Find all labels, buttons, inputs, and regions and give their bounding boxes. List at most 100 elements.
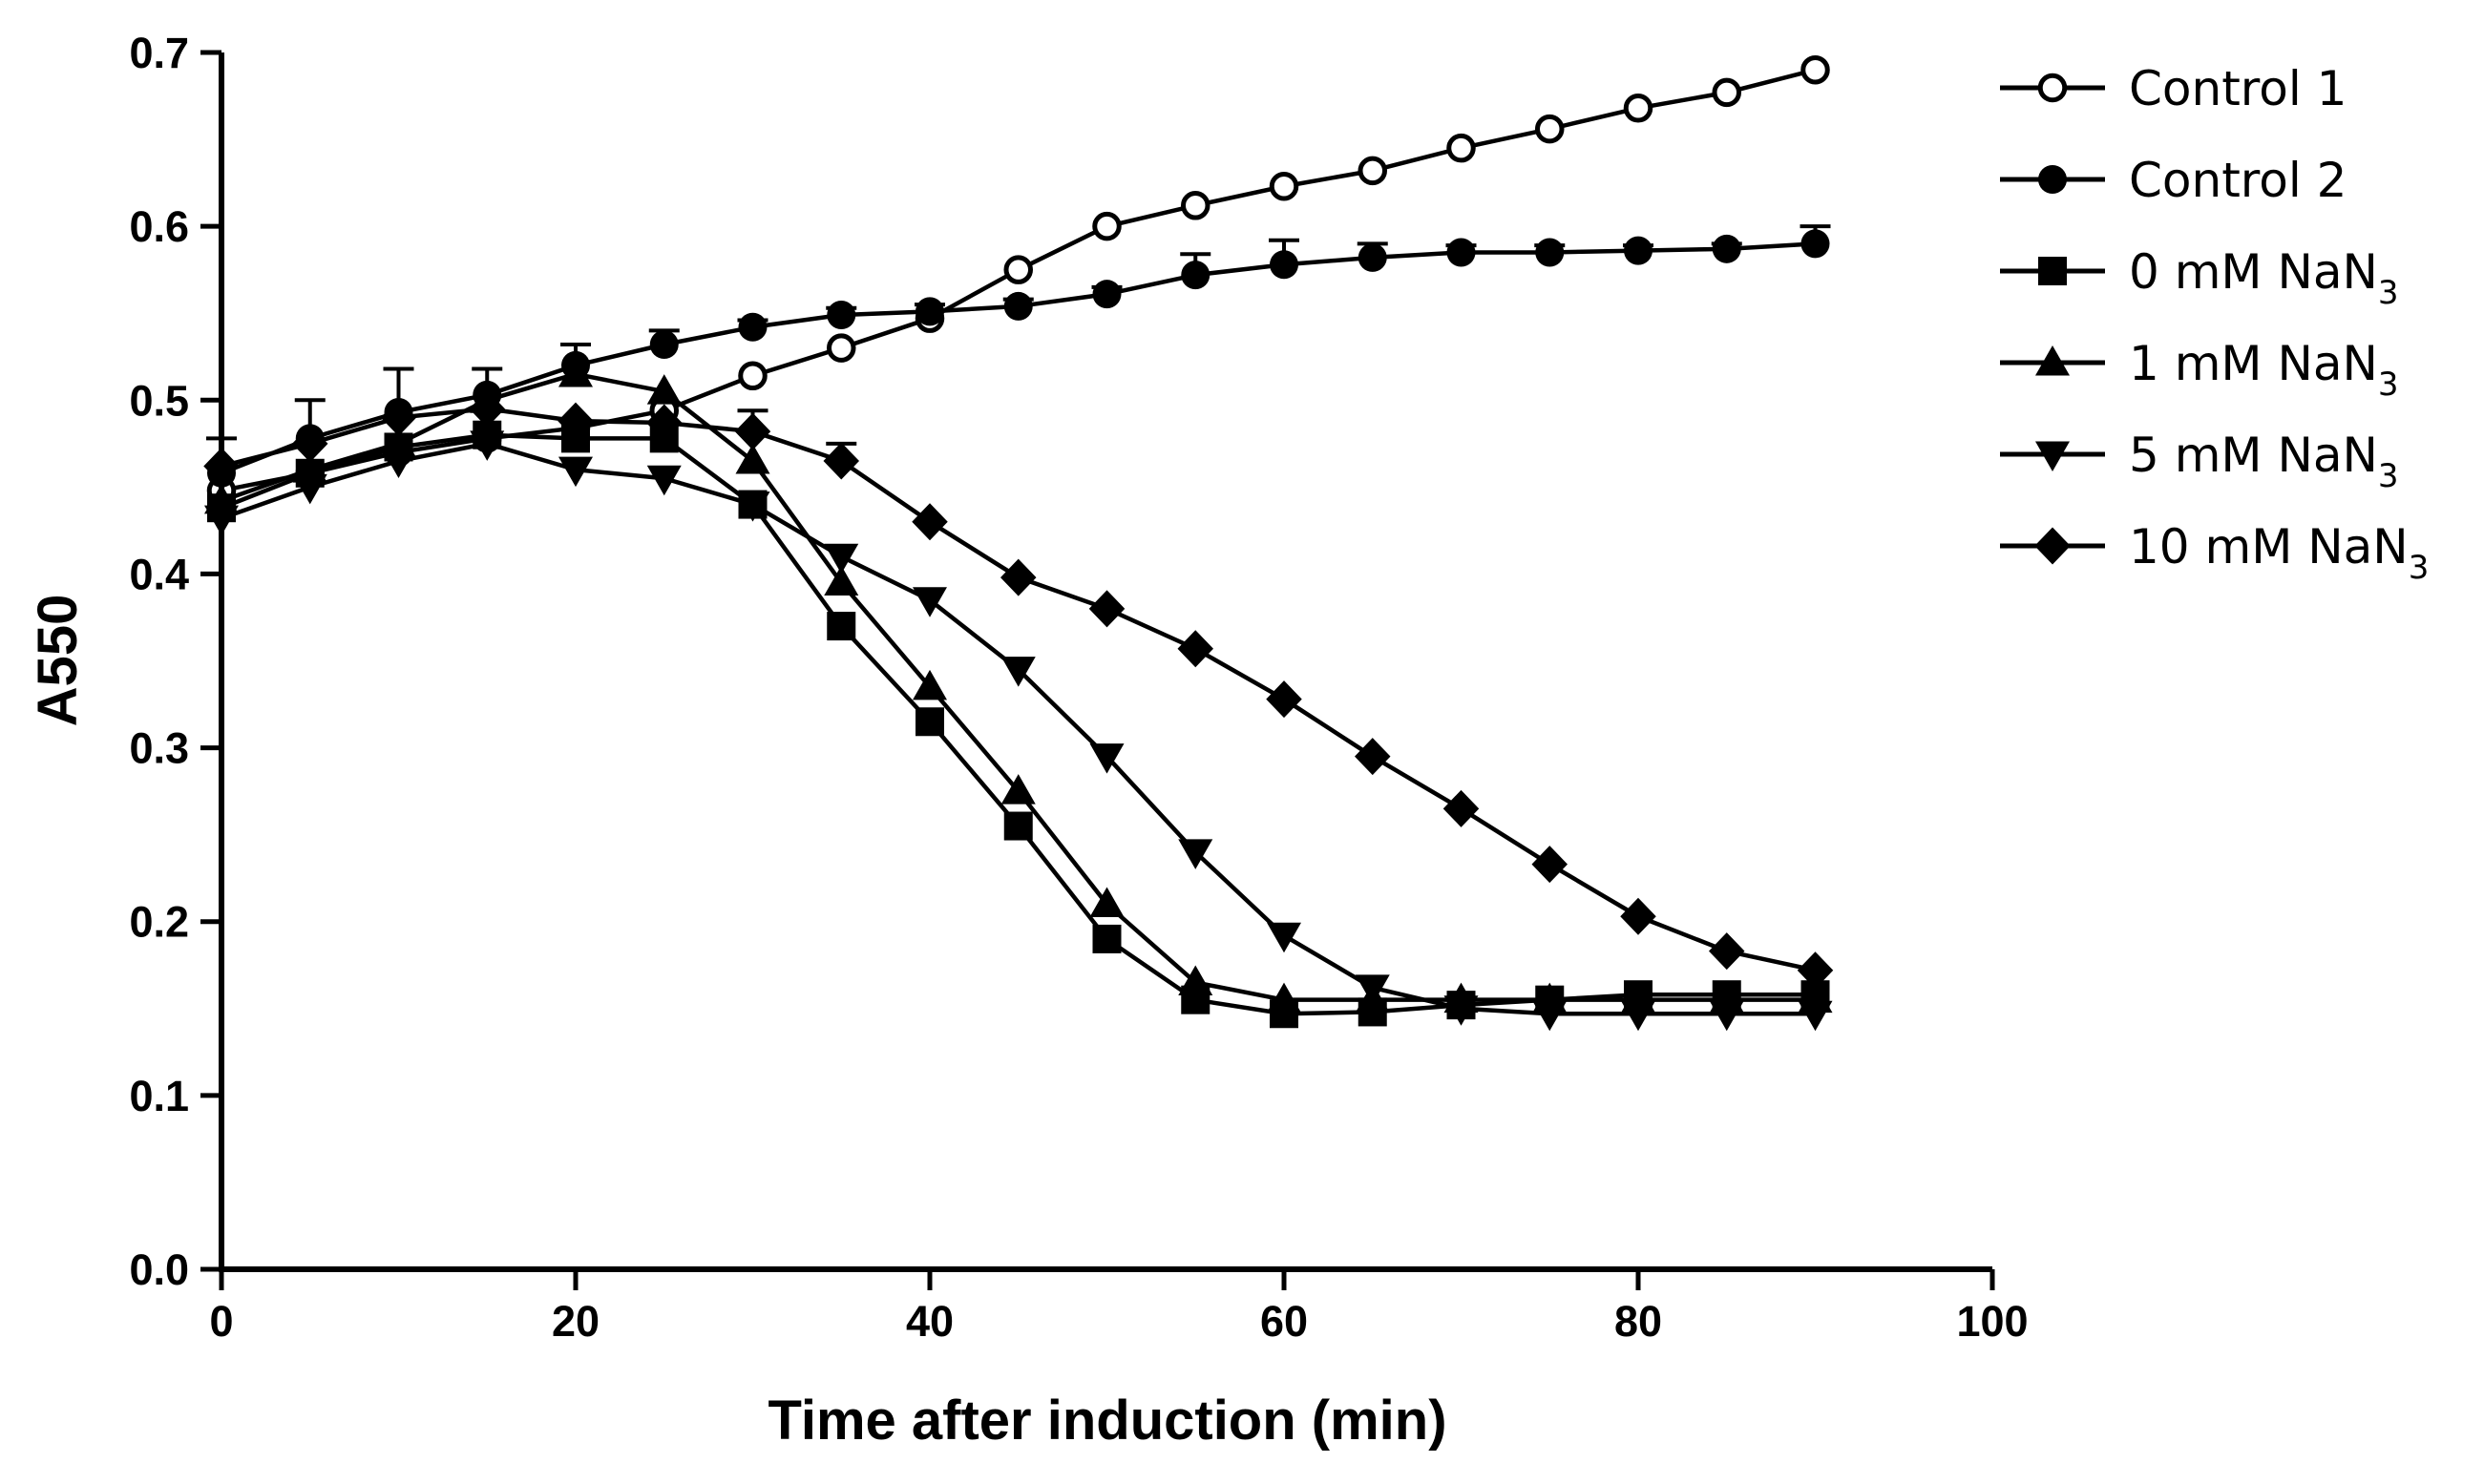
x-axis: 0 20 40 60 80 100 bbox=[209, 1266, 2029, 1346]
data-point bbox=[1003, 255, 1033, 284]
data-point bbox=[824, 543, 859, 575]
data-point bbox=[1709, 932, 1745, 971]
data-point bbox=[558, 402, 594, 440]
legend-marker bbox=[2034, 527, 2071, 565]
x-tick-label: 60 bbox=[1260, 1297, 1308, 1346]
legend-marker bbox=[2035, 441, 2070, 471]
data-point bbox=[827, 333, 856, 363]
data-point bbox=[381, 448, 416, 479]
data-point bbox=[1177, 630, 1213, 668]
legend-label-subscript: 3 bbox=[2378, 366, 2399, 404]
data-point bbox=[1000, 774, 1036, 805]
data-point bbox=[1358, 156, 1387, 186]
data-point bbox=[1000, 558, 1037, 596]
data-point bbox=[735, 444, 770, 474]
legend-label-text: Control 1 bbox=[2129, 61, 2347, 116]
legend-label: 1 mM NaN3 bbox=[2129, 336, 2399, 404]
data-point bbox=[913, 669, 947, 700]
legend-label: Control 2 bbox=[2129, 153, 2347, 208]
legend-item: Control 2 bbox=[2000, 153, 2347, 208]
data-point bbox=[1181, 261, 1210, 290]
legend-marker bbox=[2038, 257, 2067, 285]
data-point bbox=[823, 442, 859, 480]
data-point bbox=[1000, 657, 1036, 687]
legend-item: 1 mM NaN3 bbox=[2000, 336, 2399, 404]
x-tick-label: 80 bbox=[1614, 1297, 1662, 1346]
legend-label-text: 10 mM NaN bbox=[2129, 519, 2409, 575]
data-point bbox=[1446, 238, 1476, 267]
data-point bbox=[1092, 280, 1122, 309]
legend-label: Control 1 bbox=[2129, 61, 2347, 116]
data-point bbox=[1621, 1000, 1655, 1032]
data-point bbox=[1092, 924, 1122, 953]
data-point bbox=[1089, 743, 1125, 774]
data-point bbox=[1355, 738, 1391, 776]
data-point bbox=[558, 456, 593, 488]
data-point bbox=[734, 412, 771, 450]
y-tick-label: 0.0 bbox=[129, 1245, 189, 1294]
data-point bbox=[1797, 951, 1834, 990]
data-point bbox=[649, 330, 679, 359]
data-point bbox=[1269, 172, 1299, 201]
data-point bbox=[827, 612, 856, 641]
legend-label-text: 5 mM NaN bbox=[2129, 428, 2378, 483]
legend-label: 10 mM NaN3 bbox=[2129, 519, 2429, 587]
legend-label: 5 mM NaN3 bbox=[2129, 428, 2399, 495]
data-point bbox=[1446, 133, 1476, 163]
y-tick-label: 0.6 bbox=[129, 202, 189, 251]
legend-item: 10 mM NaN3 bbox=[2000, 519, 2429, 587]
data-point bbox=[1623, 94, 1653, 123]
data-point bbox=[469, 389, 505, 428]
data-point bbox=[824, 565, 859, 596]
series-line bbox=[221, 371, 1816, 1002]
data-point bbox=[558, 356, 593, 387]
data-point bbox=[646, 465, 682, 496]
data-point bbox=[1531, 846, 1568, 884]
x-tick-label: 40 bbox=[906, 1297, 954, 1346]
data-point bbox=[1798, 1000, 1833, 1032]
data-point bbox=[1266, 680, 1302, 719]
data-point bbox=[380, 399, 417, 436]
data-point bbox=[1092, 211, 1122, 241]
data-point bbox=[470, 430, 505, 461]
x-tick-label: 20 bbox=[552, 1297, 600, 1346]
series-2 bbox=[207, 420, 1830, 1029]
data-point bbox=[1624, 236, 1652, 265]
series-line bbox=[221, 407, 1816, 972]
data-point bbox=[738, 361, 768, 391]
data-point bbox=[1712, 77, 1741, 108]
data-point bbox=[1270, 250, 1298, 280]
legend-label-subscript: 3 bbox=[2409, 549, 2430, 587]
series-line bbox=[221, 441, 1816, 1016]
y-tick-label: 0.5 bbox=[129, 376, 189, 425]
data-point bbox=[735, 491, 770, 522]
data-point bbox=[1267, 922, 1301, 953]
data-point bbox=[1178, 839, 1213, 869]
data-point bbox=[1800, 229, 1830, 259]
data-point bbox=[1181, 191, 1210, 220]
series-4 bbox=[204, 430, 1833, 1032]
data-point bbox=[1800, 54, 1830, 85]
series-1 bbox=[206, 224, 1831, 488]
series-5 bbox=[203, 389, 1834, 990]
data-point bbox=[913, 587, 947, 617]
legend-label-text: 0 mM NaN bbox=[2129, 244, 2378, 300]
data-point bbox=[916, 297, 944, 326]
data-point bbox=[1003, 811, 1033, 841]
data-point bbox=[1355, 974, 1390, 1005]
data-point bbox=[1712, 234, 1741, 263]
data-point bbox=[1088, 590, 1126, 628]
legend-item: 5 mM NaN3 bbox=[2000, 428, 2399, 495]
data-point bbox=[1532, 1000, 1568, 1032]
y-tick-label: 0.7 bbox=[129, 29, 189, 77]
data-point bbox=[1620, 897, 1656, 935]
y-axis: 0.0 0.1 0.2 0.3 0.4 0.5 0.6 0.7 bbox=[129, 29, 224, 1294]
data-point bbox=[1089, 887, 1125, 917]
legend-item: Control 1 bbox=[2000, 61, 2347, 116]
data-point bbox=[1442, 789, 1480, 827]
legend-item: 0 mM NaN3 bbox=[2000, 244, 2399, 312]
data-point bbox=[916, 707, 944, 737]
data-point bbox=[1267, 982, 1301, 1014]
